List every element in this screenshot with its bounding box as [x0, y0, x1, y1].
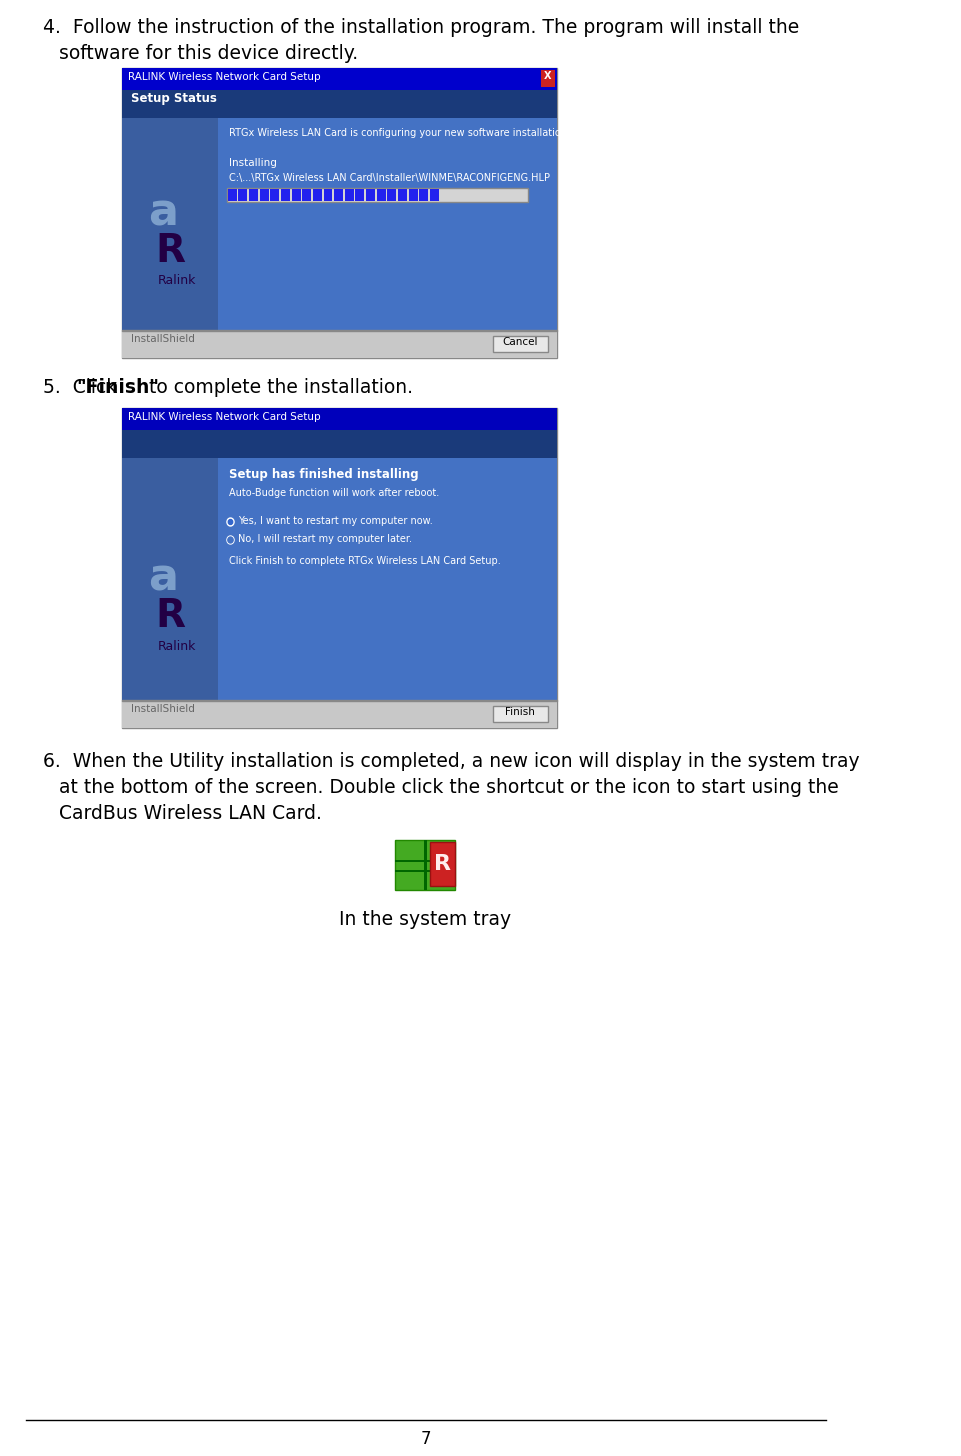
Bar	[122, 408, 556, 430]
Bar	[377, 189, 385, 201]
Bar	[292, 189, 301, 201]
Text: X: X	[544, 71, 552, 82]
Bar	[541, 70, 554, 87]
Bar	[419, 189, 429, 201]
Bar	[313, 189, 322, 201]
Bar	[424, 840, 428, 890]
Text: to complete the installation.: to complete the installation.	[143, 379, 412, 397]
Bar	[395, 860, 455, 862]
Bar	[408, 189, 417, 201]
Bar	[366, 189, 375, 201]
Text: No, I will restart my computer later.: No, I will restart my computer later.	[237, 534, 411, 545]
Text: Setup has finished installing: Setup has finished installing	[229, 467, 418, 480]
Bar	[122, 331, 556, 358]
Text: a: a	[148, 556, 178, 600]
Text: 5.  Click: 5. Click	[42, 379, 123, 397]
Bar	[228, 189, 236, 201]
Bar	[122, 430, 556, 459]
Bar	[493, 706, 548, 722]
Text: R: R	[433, 855, 451, 874]
Text: R: R	[156, 597, 185, 635]
Bar	[430, 189, 439, 201]
Bar	[324, 189, 333, 201]
Text: Setup Status: Setup Status	[132, 92, 217, 105]
Bar	[259, 189, 269, 201]
Bar	[493, 336, 548, 352]
Text: "Finish": "Finish"	[76, 379, 160, 397]
Bar	[395, 871, 455, 872]
Bar	[122, 459, 218, 700]
Bar	[238, 189, 247, 201]
Text: Yes, I want to restart my computer now.: Yes, I want to restart my computer now.	[237, 515, 432, 526]
Text: R: R	[156, 232, 185, 269]
Text: 7: 7	[420, 1430, 431, 1449]
Text: RALINK Wireless Network Card Setup: RALINK Wireless Network Card Setup	[128, 412, 320, 422]
Bar	[122, 90, 556, 118]
Circle shape	[227, 536, 234, 545]
Bar	[270, 189, 280, 201]
Bar	[334, 189, 343, 201]
Bar	[122, 68, 556, 90]
Text: 4.  Follow the instruction of the installation program. The program will install: 4. Follow the instruction of the install…	[42, 17, 799, 36]
Text: InstallShield: InstallShield	[132, 333, 195, 344]
Bar	[122, 700, 556, 728]
Text: CardBus Wireless LAN Card.: CardBus Wireless LAN Card.	[59, 804, 321, 823]
Bar	[122, 68, 556, 358]
Bar	[387, 189, 396, 201]
Bar	[122, 118, 556, 331]
Text: 6.  When the Utility installation is completed, a new icon will display in the s: 6. When the Utility installation is comp…	[42, 751, 859, 772]
Text: Cancel: Cancel	[503, 336, 538, 347]
Bar	[395, 840, 455, 890]
Text: software for this device directly.: software for this device directly.	[59, 44, 357, 63]
Bar	[249, 189, 258, 201]
Circle shape	[229, 520, 233, 524]
Bar	[398, 189, 407, 201]
Text: C:\...\RTGx Wireless LAN Card\Installer\WINME\RACONFIGENG.HLP: C:\...\RTGx Wireless LAN Card\Installer\…	[229, 173, 550, 183]
Bar	[122, 118, 218, 331]
Text: In the system tray: In the system tray	[339, 910, 511, 929]
Bar	[281, 189, 290, 201]
Text: at the bottom of the screen. Double click the shortcut or the icon to start usin: at the bottom of the screen. Double clic…	[59, 778, 838, 796]
Text: RTGx Wireless LAN Card is configuring your new software installation.: RTGx Wireless LAN Card is configuring yo…	[229, 128, 570, 138]
Text: Ralink: Ralink	[159, 639, 196, 652]
Text: Ralink: Ralink	[159, 275, 196, 287]
Bar	[345, 189, 354, 201]
Circle shape	[227, 518, 234, 526]
Bar	[122, 408, 556, 728]
Text: RALINK Wireless Network Card Setup: RALINK Wireless Network Card Setup	[128, 71, 320, 82]
Text: Installing: Installing	[229, 159, 277, 167]
Bar	[430, 842, 455, 887]
Text: a: a	[148, 192, 178, 234]
Text: Click Finish to complete RTGx Wireless LAN Card Setup.: Click Finish to complete RTGx Wireless L…	[229, 556, 501, 566]
Text: Finish: Finish	[505, 708, 535, 716]
Text: Auto-Budge function will work after reboot.: Auto-Budge function will work after rebo…	[229, 488, 439, 498]
Bar	[303, 189, 311, 201]
Text: InstallShield: InstallShield	[132, 705, 195, 713]
Circle shape	[228, 537, 234, 543]
Bar	[356, 189, 364, 201]
Bar	[122, 459, 556, 700]
Bar	[227, 188, 529, 202]
